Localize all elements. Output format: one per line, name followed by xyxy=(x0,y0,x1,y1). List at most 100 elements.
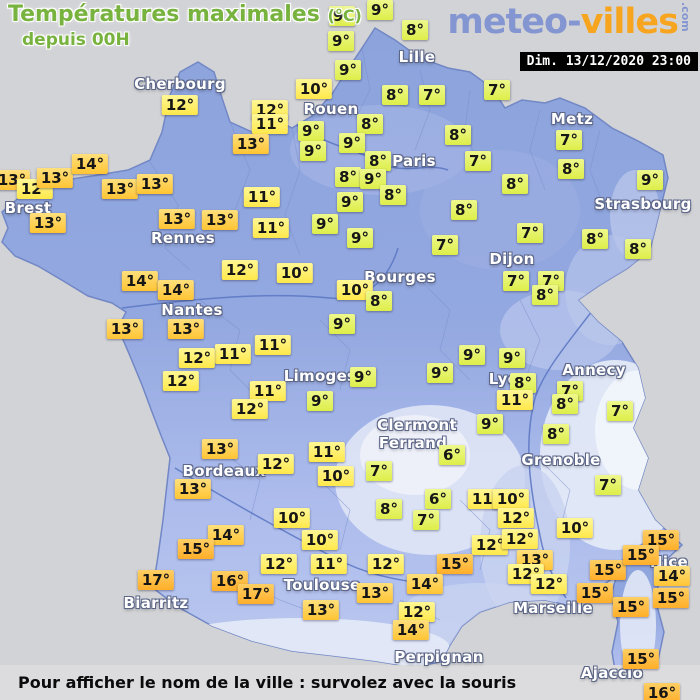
temp-label[interactable]: 8° xyxy=(532,285,558,305)
temp-label[interactable]: 6° xyxy=(425,489,451,509)
temp-label[interactable]: 9° xyxy=(637,170,663,190)
temp-label[interactable]: 10° xyxy=(276,263,314,283)
temp-label[interactable]: 13° xyxy=(106,319,144,339)
temp-label[interactable]: 13° xyxy=(201,210,239,230)
temp-label[interactable]: 11° xyxy=(310,554,348,574)
temp-label[interactable]: 15° xyxy=(177,539,215,559)
temp-label[interactable]: 9° xyxy=(329,6,355,26)
temp-label[interactable]: 8° xyxy=(380,185,406,205)
temp-label[interactable]: 9° xyxy=(307,391,333,411)
temp-label[interactable]: 12° xyxy=(501,529,539,549)
temp-label[interactable]: 7° xyxy=(517,223,543,243)
temp-label[interactable]: 15° xyxy=(589,560,627,580)
temp-label[interactable]: 13° xyxy=(174,479,212,499)
temp-label[interactable]: 7° xyxy=(595,475,621,495)
temp-label[interactable]: 10° xyxy=(273,508,311,528)
temp-label[interactable]: 9° xyxy=(367,0,393,20)
temp-label[interactable]: 8° xyxy=(558,159,584,179)
temp-label[interactable]: 9° xyxy=(312,214,338,234)
temp-label[interactable]: 13° xyxy=(136,174,174,194)
temp-label[interactable]: 7° xyxy=(607,401,633,421)
temp-label[interactable]: 7° xyxy=(465,151,491,171)
temp-label[interactable]: 7° xyxy=(484,80,510,100)
temp-label[interactable]: 14° xyxy=(121,271,159,291)
temp-label[interactable]: 10° xyxy=(317,466,355,486)
temp-label[interactable]: 8° xyxy=(366,291,392,311)
temp-label[interactable]: 15° xyxy=(436,554,474,574)
temp-label[interactable]: 12° xyxy=(161,95,199,115)
temp-label[interactable]: 11° xyxy=(252,218,290,238)
temp-label[interactable]: 7° xyxy=(556,130,582,150)
temp-label[interactable]: 12° xyxy=(471,535,509,555)
temp-label[interactable]: 13° xyxy=(356,583,394,603)
temp-label[interactable]: 7° xyxy=(366,461,392,481)
temp-label[interactable]: 8° xyxy=(451,200,477,220)
temp-label[interactable]: 6° xyxy=(439,445,465,465)
temp-label[interactable]: 15° xyxy=(576,583,614,603)
temp-label[interactable]: 14° xyxy=(157,280,195,300)
temp-label[interactable]: 12° xyxy=(257,454,295,474)
temp-label[interactable]: 11° xyxy=(251,114,289,134)
temp-label[interactable]: 8° xyxy=(382,85,408,105)
temp-label[interactable]: 17° xyxy=(237,584,275,604)
temp-label[interactable]: 12° xyxy=(398,602,436,622)
temp-label[interactable]: 14° xyxy=(71,154,109,174)
temp-label[interactable]: 14° xyxy=(653,566,691,586)
temp-label[interactable]: 9° xyxy=(339,133,365,153)
temp-label[interactable]: 9° xyxy=(300,141,326,161)
temp-label[interactable]: 7° xyxy=(503,271,529,291)
temp-label[interactable]: 10° xyxy=(492,489,530,509)
temp-label[interactable]: 13° xyxy=(167,319,205,339)
temp-label[interactable]: 12° xyxy=(231,399,269,419)
temp-label[interactable]: 10° xyxy=(336,280,374,300)
temp-label[interactable]: 9° xyxy=(337,192,363,212)
temp-label[interactable]: 12° xyxy=(530,574,568,594)
temp-label[interactable]: 15° xyxy=(622,649,660,669)
temp-label[interactable]: 7° xyxy=(413,510,439,530)
temp-label[interactable]: 13° xyxy=(302,600,340,620)
temp-label[interactable]: 8° xyxy=(582,229,608,249)
temp-label[interactable]: 9° xyxy=(347,228,373,248)
temp-label[interactable]: 10° xyxy=(556,518,594,538)
temp-label[interactable]: 8° xyxy=(402,20,428,40)
temp-label[interactable]: 13° xyxy=(36,168,74,188)
temp-label[interactable]: 15° xyxy=(652,588,690,608)
temp-label[interactable]: 12° xyxy=(497,508,535,528)
temp-label[interactable]: 14° xyxy=(406,574,444,594)
temp-label[interactable]: 13° xyxy=(101,179,139,199)
temp-label[interactable]: 11° xyxy=(214,344,252,364)
temp-label[interactable]: 15° xyxy=(622,545,660,565)
temp-label[interactable]: 12° xyxy=(260,554,298,574)
temp-label[interactable]: 12° xyxy=(221,260,259,280)
temp-label[interactable]: 9° xyxy=(328,31,354,51)
temp-label[interactable]: 11° xyxy=(243,187,281,207)
temp-label[interactable]: 12° xyxy=(367,554,405,574)
temp-label[interactable]: 8° xyxy=(365,151,391,171)
temp-label[interactable]: 11° xyxy=(249,381,287,401)
temp-label[interactable]: 9° xyxy=(477,414,503,434)
temp-label[interactable]: 8° xyxy=(376,499,402,519)
temp-label[interactable]: 11° xyxy=(496,390,534,410)
temp-label[interactable]: 16° xyxy=(643,683,681,700)
temp-label[interactable]: 8° xyxy=(357,114,383,134)
temp-label[interactable]: 9° xyxy=(329,314,355,334)
temp-label[interactable]: 9° xyxy=(427,363,453,383)
temp-label[interactable]: 9° xyxy=(499,348,525,368)
temp-label[interactable]: 12° xyxy=(178,348,216,368)
temp-label[interactable]: 14° xyxy=(207,525,245,545)
temp-label[interactable]: 9° xyxy=(335,60,361,80)
temp-label[interactable]: 9° xyxy=(459,345,485,365)
temp-label[interactable]: 11° xyxy=(254,335,292,355)
temp-label[interactable]: 8° xyxy=(552,394,578,414)
temp-label[interactable]: 9° xyxy=(360,169,386,189)
temp-label[interactable]: 8° xyxy=(335,167,361,187)
temp-label[interactable]: 8° xyxy=(502,174,528,194)
temp-label[interactable]: 13° xyxy=(201,439,239,459)
temp-label[interactable]: 9° xyxy=(298,121,324,141)
temp-label[interactable]: 8° xyxy=(625,239,651,259)
temp-label[interactable]: 10° xyxy=(295,79,333,99)
meteo-villes-logo[interactable]: meteo-villes.com xyxy=(447,2,692,42)
temp-label[interactable]: 7° xyxy=(432,235,458,255)
temp-label[interactable]: 10° xyxy=(301,530,339,550)
temp-label[interactable]: 12° xyxy=(162,371,200,391)
